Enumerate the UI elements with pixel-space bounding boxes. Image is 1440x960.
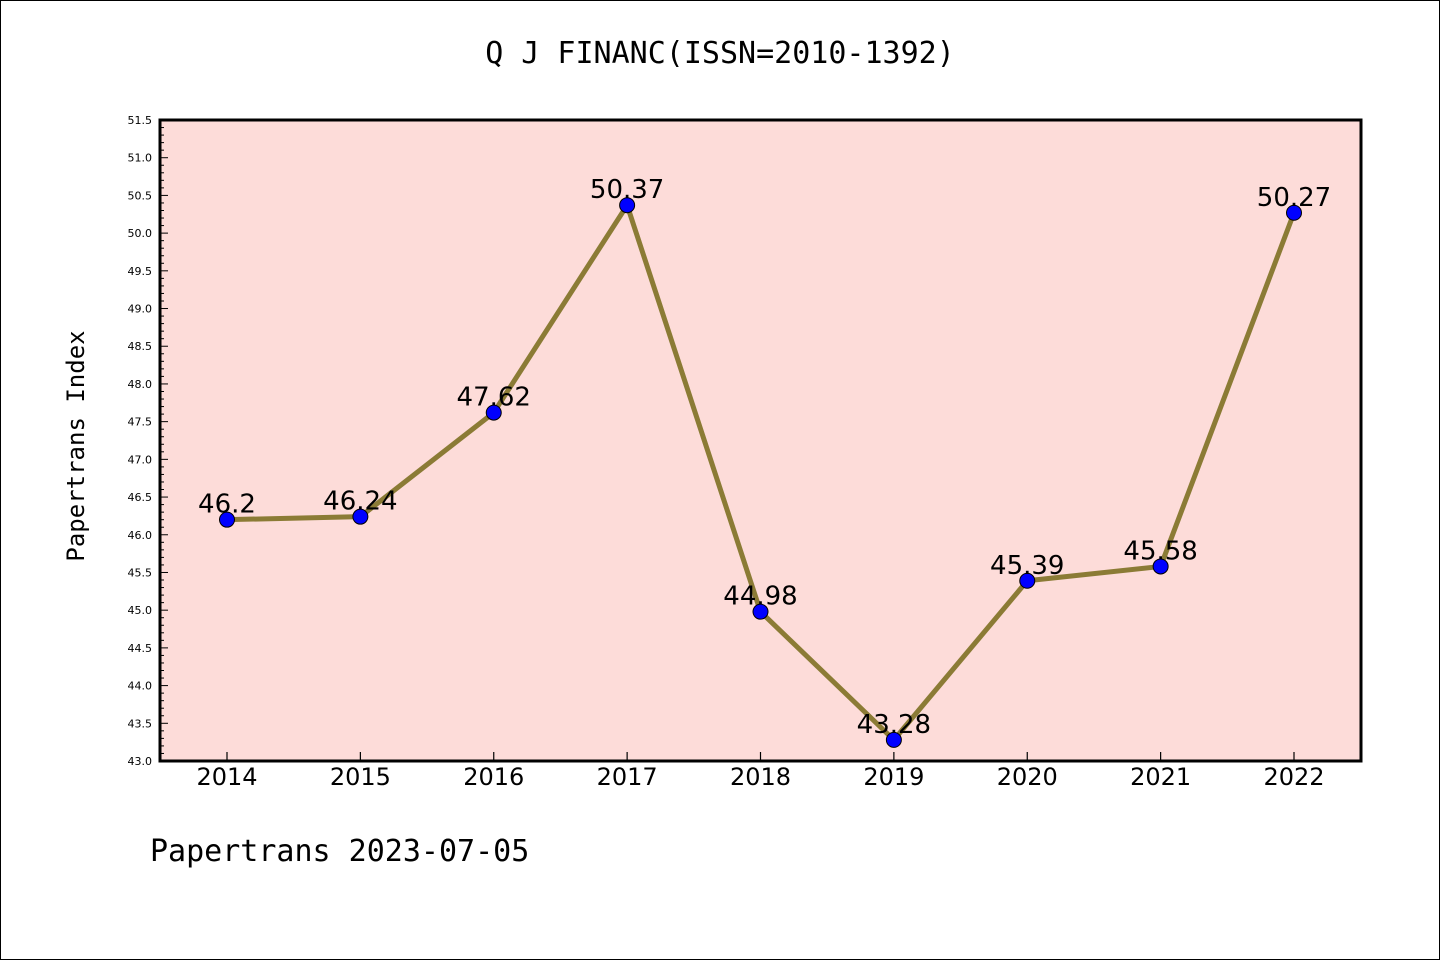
y-tick-label: 48.0 (128, 378, 153, 391)
x-tick-label: 2022 (1263, 763, 1324, 791)
data-label: 44.98 (723, 582, 797, 612)
data-label: 50.27 (1257, 183, 1331, 213)
y-tick-label: 45.5 (128, 566, 153, 579)
x-tick-label: 2018 (730, 763, 791, 791)
data-label: 45.39 (990, 551, 1064, 581)
data-point (752, 603, 769, 620)
y-tick-label: 50.0 (128, 227, 153, 240)
y-tick-label: 50.5 (128, 189, 153, 202)
x-tick-label: 2021 (1130, 763, 1191, 791)
x-axis: 2014 2015 2016 2017 2018 2019 2020 2021 2022 (196, 752, 1325, 791)
footer-text: Papertrans 2023-07-05 (150, 834, 530, 869)
y-tick-label: 48.5 (128, 340, 153, 353)
x-tick-label: 2014 (196, 763, 257, 791)
y-tick-label: 43.0 (128, 755, 153, 768)
plot-area (160, 120, 1361, 761)
data-label: 45.58 (1123, 536, 1197, 566)
marker-layer (219, 197, 1302, 748)
y-tick-label: 47.5 (128, 416, 153, 429)
data-point (352, 508, 369, 525)
data-label: 46.24 (323, 487, 397, 517)
data-point (219, 511, 235, 528)
y-axis: 43.0 43.5 44.0 44.5 45.0 45.5 46.0 46.5 47.0 47.5… (128, 114, 168, 768)
y-tick-label: 44.5 (128, 642, 153, 655)
y-tick-label: 47.0 (128, 453, 153, 466)
y-tick-label: 46.5 (128, 491, 153, 504)
x-tick-label: 2019 (863, 763, 924, 791)
x-tick-label: 2016 (463, 763, 524, 791)
y-tick-label: 45.0 (128, 604, 153, 617)
y-tick-label: 43.5 (128, 717, 153, 730)
data-point (619, 197, 636, 214)
data-point (1286, 204, 1302, 221)
y-tick-label: 49.0 (128, 303, 153, 316)
chart-title: Q J FINANC(ISSN=2010-1392) (485, 36, 955, 71)
data-point (1019, 572, 1036, 589)
data-label: 46.2 (198, 490, 256, 520)
x-tick-label: 2020 (997, 763, 1058, 791)
y-tick-label: 51.0 (128, 152, 153, 165)
y-tick-label: 49.5 (128, 265, 153, 278)
x-tick-label: 2017 (597, 763, 658, 791)
x-tick-label: 2015 (330, 763, 391, 791)
data-point (1152, 558, 1169, 575)
y-tick-label: 46.0 (128, 529, 153, 542)
data-label: 47.62 (457, 383, 531, 413)
y-tick-label: 44.0 (128, 680, 153, 693)
data-point (485, 404, 502, 421)
data-label-layer: 46.2 46.24 47.62 50.37 44.98 43.28 45.39 45.58 5… (198, 175, 1331, 740)
data-label: 50.37 (590, 175, 664, 205)
data-point (885, 731, 902, 748)
data-label: 43.28 (857, 710, 931, 740)
plot-border (158, 118, 1363, 763)
y-tick-label: 51.5 (128, 114, 153, 127)
